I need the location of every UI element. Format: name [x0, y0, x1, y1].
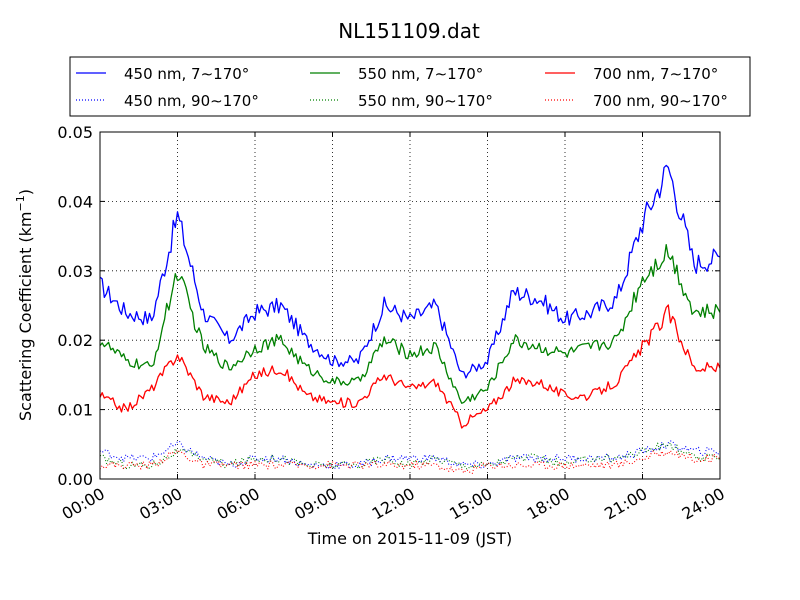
legend-label: 550 nm, 7∼170° — [358, 65, 483, 83]
y-axis-label-main: Scattering Coefficient (km — [16, 211, 35, 421]
legend-label: 450 nm, 7∼170° — [124, 65, 249, 83]
y-tick-label: 0.01 — [57, 401, 93, 420]
y-tick-label: 0.05 — [57, 123, 93, 142]
y-axis-label-suffix: ) — [16, 189, 35, 195]
y-axis-label-exponent: −1 — [14, 195, 27, 211]
series-line — [99, 442, 721, 470]
legend-label: 450 nm, 90∼170° — [124, 92, 259, 110]
series-layer — [99, 164, 721, 474]
legend-label: 700 nm, 7∼170° — [593, 65, 718, 83]
y-tick-label: 0.00 — [57, 470, 93, 489]
legend-label: 700 nm, 90∼170° — [593, 92, 728, 110]
series-line — [99, 304, 721, 429]
legend-label: 550 nm, 90∼170° — [358, 92, 493, 110]
legend: 450 nm, 7∼170° 550 nm, 7∼170° 700 nm, 7∼17… — [69, 56, 751, 117]
x-axis-label: Time on 2015-11-09 (JST) — [307, 529, 512, 548]
y-tick-label: 0.03 — [57, 262, 93, 281]
gridlines — [100, 132, 720, 479]
axis-ticks — [99, 131, 721, 480]
y-tick-label: 0.02 — [57, 331, 93, 350]
series-line — [99, 449, 720, 474]
series-line — [99, 164, 721, 379]
legend-items: 450 nm, 7∼170° 550 nm, 7∼170° 700 nm, 7∼17… — [76, 65, 728, 110]
legend-box — [69, 56, 751, 117]
chart-title: NL151109.dat — [338, 19, 480, 43]
y-tick-labels: 0.00 0.01 0.02 0.03 0.04 0.05 — [57, 123, 93, 489]
y-axis-label: Scattering Coefficient (km−1) — [14, 189, 35, 421]
y-tick-label: 0.04 — [57, 192, 93, 211]
series-line — [99, 244, 721, 404]
